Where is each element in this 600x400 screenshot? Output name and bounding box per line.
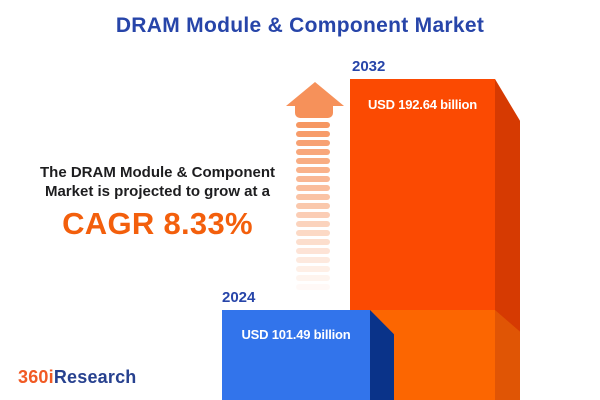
bar-2024-value-label: USD 101.49 billion — [241, 327, 351, 342]
bar-2032-year-label: 2032 — [352, 58, 386, 75]
arrow-shaft — [296, 122, 330, 290]
annotation-line-2: Market is projected to grow at a — [44, 183, 271, 200]
annotation-line-1: The DRAM Module & Component — [40, 164, 275, 181]
growth-arrow-neck — [295, 104, 333, 118]
cagr-value: CAGR 8.33% — [62, 206, 253, 241]
logo-part-blue: Research — [53, 367, 137, 387]
brand-logo: 360iResearch — [18, 367, 137, 388]
bar-2024-face — [222, 310, 370, 400]
page-title: DRAM Module & Component Market — [115, 14, 485, 37]
growth-arrow-icon — [286, 82, 344, 106]
annotation-block: The DRAM Module & Component Market is pr… — [30, 163, 285, 242]
logo-part-orange: 360i — [18, 367, 54, 387]
bar-2032-value-label: USD 192.64 billion — [367, 97, 478, 112]
bar-2024-year-label: 2024 — [222, 289, 256, 306]
